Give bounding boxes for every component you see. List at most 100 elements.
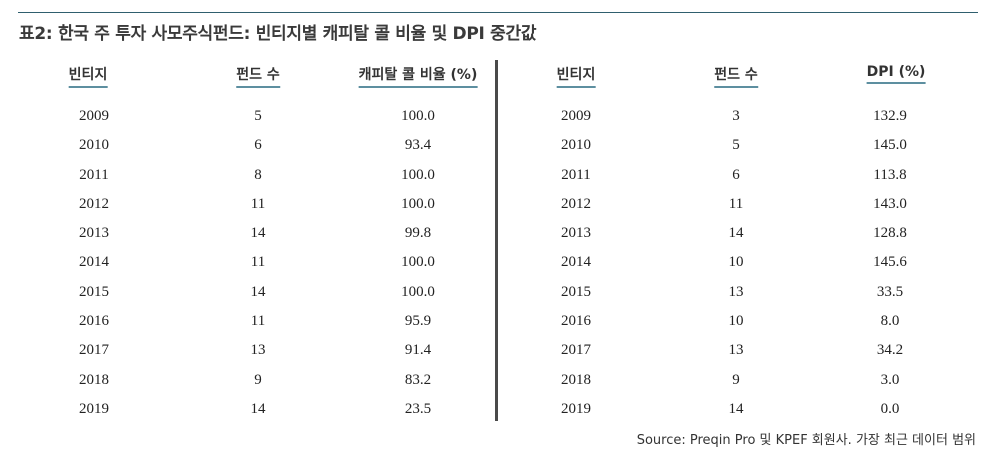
cell-vintage: 2019 <box>561 400 591 417</box>
cell-vintage: 2009 <box>561 108 591 124</box>
cell-value: 33.5 <box>876 283 904 300</box>
table-row: 2009 5 100.0 <box>18 102 492 131</box>
table-row: 2011 6 113.8 <box>502 161 978 190</box>
header-capital-call-ratio: 캐피탈 콜 비율 (%) <box>358 64 478 88</box>
cell-value: 100.0 <box>401 283 435 300</box>
cell-value: 8.0 <box>880 313 900 330</box>
cell-fund-count: 9 <box>732 371 740 388</box>
cell-value: 95.9 <box>404 313 432 330</box>
cell-vintage: 2017 <box>561 342 591 359</box>
table-row: 2012 11 100.0 <box>18 190 492 219</box>
cell-value: 145.6 <box>873 254 907 271</box>
cell-vintage: 2011 <box>561 166 591 183</box>
table-row: 2017 13 91.4 <box>18 336 492 365</box>
cell-vintage: 2010 <box>79 137 109 154</box>
cell-vintage: 2012 <box>561 195 591 212</box>
table-row: 2013 14 99.8 <box>18 219 492 248</box>
table-row: 2014 10 145.6 <box>502 248 978 277</box>
header-fund-count: 펀드 수 <box>714 64 758 88</box>
table-row: 2010 5 145.0 <box>502 131 978 160</box>
cell-fund-count: 14 <box>250 225 266 242</box>
cell-fund-count: 11 <box>250 313 266 330</box>
cell-vintage: 2013 <box>79 225 109 242</box>
table-body: 2009 3 132.9 2010 5 145.0 2011 6 113.8 2012 11 143.… <box>502 102 978 424</box>
table-row: 2009 3 132.9 <box>502 102 978 131</box>
cell-fund-count: 14 <box>250 283 266 300</box>
cell-fund-count: 11 <box>728 195 744 212</box>
cell-fund-count: 6 <box>732 166 740 183</box>
cell-value: 100.0 <box>401 108 435 124</box>
table-header: 빈티지 펀드 수 캐피탈 콜 비율 (%) <box>18 60 492 88</box>
cell-value: 100.0 <box>401 254 435 271</box>
cell-value: 93.4 <box>404 137 432 154</box>
cell-vintage: 2018 <box>561 371 591 388</box>
top-rule <box>18 12 978 13</box>
table-row: 2015 14 100.0 <box>18 278 492 307</box>
cell-vintage: 2011 <box>79 166 109 183</box>
cell-fund-count: 13 <box>728 342 744 359</box>
table-row: 2018 9 3.0 <box>502 366 978 395</box>
source-note: Source: Preqin Pro 및 KPEF 회원사. 가장 최근 데이터… <box>636 433 976 448</box>
header-vintage: 빈티지 <box>556 64 596 88</box>
cell-vintage: 2013 <box>561 225 591 242</box>
table-row: 2018 9 83.2 <box>18 366 492 395</box>
cell-value: 91.4 <box>404 342 432 359</box>
cell-value: 83.2 <box>404 371 432 388</box>
table-row: 2016 11 95.9 <box>18 307 492 336</box>
cell-value: 34.2 <box>876 342 904 359</box>
cell-fund-count: 13 <box>250 342 266 359</box>
cell-value: 100.0 <box>401 195 435 212</box>
cell-vintage: 2010 <box>561 137 591 154</box>
cell-vintage: 2014 <box>79 254 109 271</box>
cell-vintage: 2012 <box>79 195 109 212</box>
cell-vintage: 2018 <box>79 371 109 388</box>
cell-fund-count: 14 <box>728 225 744 242</box>
cell-fund-count: 5 <box>254 108 262 124</box>
cell-fund-count: 14 <box>728 400 744 417</box>
dpi-table: 빈티지 펀드 수 DPI (%) 2009 3 132.9 2010 5 145.0 201… <box>502 60 978 424</box>
table-row: 2016 10 8.0 <box>502 307 978 336</box>
cell-value: 3.0 <box>880 371 900 388</box>
cell-value: 145.0 <box>873 137 907 154</box>
table-row: 2011 8 100.0 <box>18 161 492 190</box>
cell-value: 113.8 <box>873 166 907 183</box>
capital-call-table: 빈티지 펀드 수 캐피탈 콜 비율 (%) 2009 5 100.0 2010 6 93.… <box>18 60 492 424</box>
header-dpi: DPI (%) <box>866 64 926 84</box>
cell-vintage: 2019 <box>79 400 109 417</box>
cell-value: 100.0 <box>401 166 435 183</box>
header-fund-count: 펀드 수 <box>236 64 280 88</box>
table-divider <box>495 60 498 421</box>
cell-fund-count: 3 <box>732 108 740 124</box>
cell-value: 128.8 <box>873 225 907 242</box>
table-body: 2009 5 100.0 2010 6 93.4 2011 8 100.0 2012 11 100.0… <box>18 102 492 424</box>
cell-vintage: 2015 <box>561 283 591 300</box>
cell-vintage: 2014 <box>561 254 591 271</box>
cell-vintage: 2017 <box>79 342 109 359</box>
cell-fund-count: 13 <box>728 283 744 300</box>
cell-fund-count: 11 <box>250 254 266 271</box>
cell-value: 143.0 <box>873 195 907 212</box>
cell-fund-count: 14 <box>250 400 266 417</box>
table-row: 2015 13 33.5 <box>502 278 978 307</box>
cell-fund-count: 10 <box>728 313 744 330</box>
table-row: 2019 14 0.0 <box>502 395 978 424</box>
header-vintage: 빈티지 <box>68 64 108 88</box>
cell-vintage: 2016 <box>79 313 109 330</box>
table-header: 빈티지 펀드 수 DPI (%) <box>502 60 978 88</box>
cell-vintage: 2015 <box>79 283 109 300</box>
table-row: 2012 11 143.0 <box>502 190 978 219</box>
cell-value: 23.5 <box>404 400 432 417</box>
cell-value: 0.0 <box>880 400 900 417</box>
table-row: 2013 14 128.8 <box>502 219 978 248</box>
cell-value: 99.8 <box>404 225 432 242</box>
cell-vintage: 2016 <box>561 313 591 330</box>
cell-fund-count: 6 <box>254 137 262 154</box>
table-row: 2017 13 34.2 <box>502 336 978 365</box>
cell-fund-count: 10 <box>728 254 744 271</box>
table-row: 2014 11 100.0 <box>18 248 492 277</box>
cell-fund-count: 9 <box>254 371 262 388</box>
table-row: 2010 6 93.4 <box>18 131 492 160</box>
cell-fund-count: 5 <box>732 137 740 154</box>
table-title: 표2: 한국 주 투자 사모주식펀드: 빈티지별 캐피탈 콜 비율 및 DPI … <box>19 24 537 44</box>
cell-vintage: 2009 <box>79 108 109 124</box>
